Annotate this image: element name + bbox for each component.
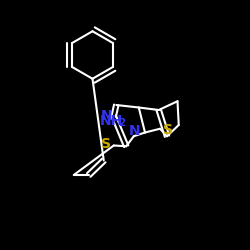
Text: NH: NH [100, 114, 124, 128]
Text: S: S [101, 137, 111, 151]
Text: N: N [100, 109, 112, 123]
Text: S: S [162, 123, 172, 137]
Text: 2: 2 [118, 118, 126, 128]
Text: N: N [128, 124, 140, 138]
